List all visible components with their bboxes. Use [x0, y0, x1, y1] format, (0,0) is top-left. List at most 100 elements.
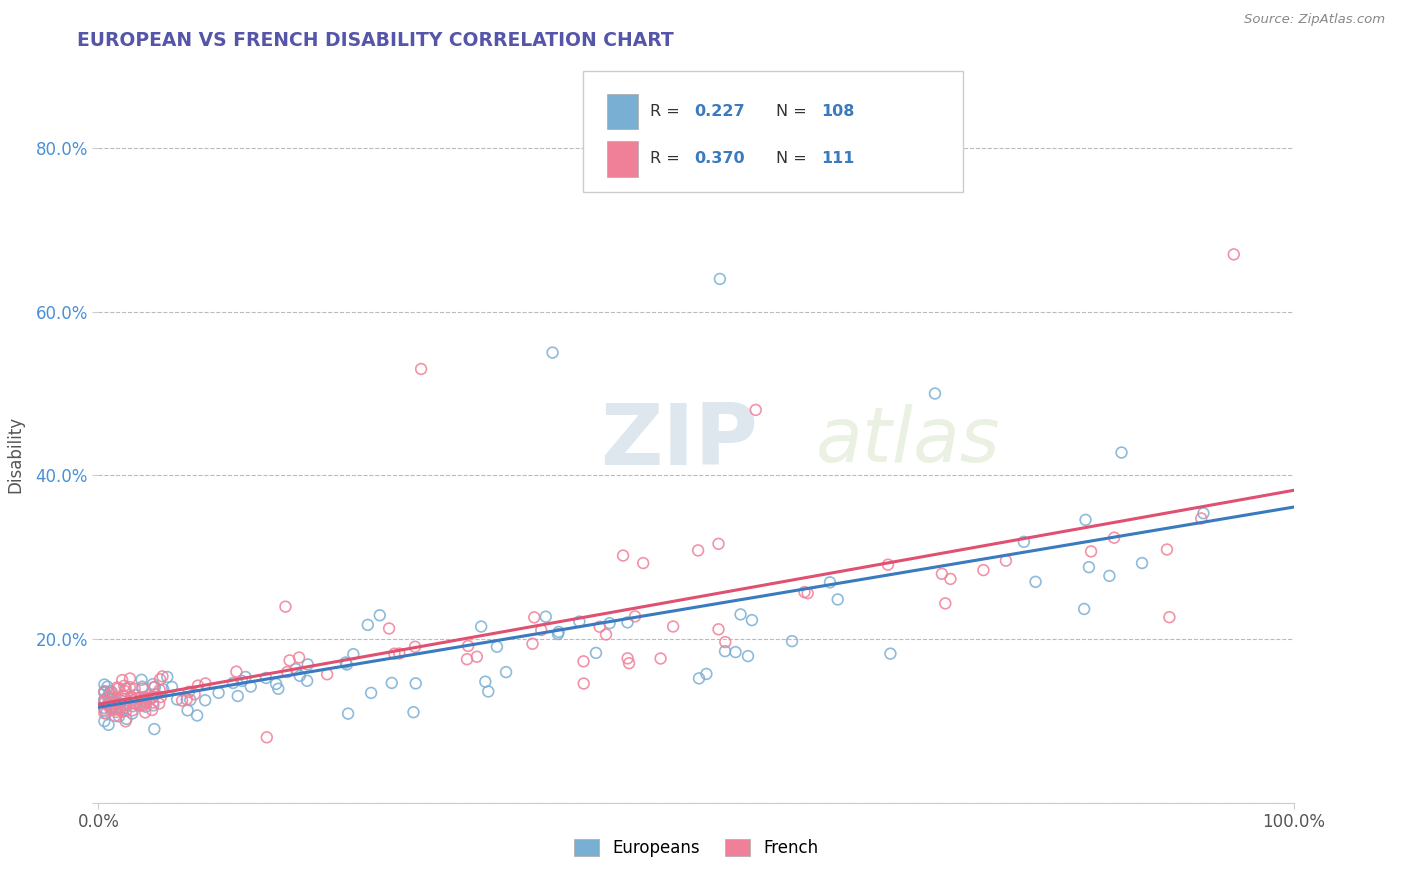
Point — [152, 682, 174, 697]
Point — [534, 609, 557, 624]
Point — [124, 696, 146, 710]
Point — [131, 680, 153, 694]
Point — [612, 549, 634, 563]
Point — [617, 657, 640, 671]
Point — [108, 696, 131, 710]
Point — [143, 722, 166, 736]
Point — [152, 669, 174, 683]
Point — [131, 681, 153, 696]
Point — [1073, 602, 1095, 616]
Point — [132, 698, 155, 713]
Point — [125, 698, 148, 712]
Point — [143, 680, 166, 694]
Point — [780, 634, 803, 648]
Point — [142, 681, 165, 695]
Point — [122, 699, 145, 714]
Point — [745, 403, 768, 417]
Point — [1098, 569, 1121, 583]
Point — [141, 690, 163, 705]
Point — [1156, 542, 1178, 557]
Point — [120, 690, 142, 704]
Point — [118, 680, 141, 694]
Point — [378, 622, 401, 636]
Point — [111, 704, 134, 718]
Point — [714, 635, 737, 649]
Point — [100, 701, 122, 715]
Point — [741, 613, 763, 627]
Point — [108, 702, 131, 716]
Point — [599, 616, 621, 631]
Point — [1012, 534, 1035, 549]
Point — [114, 700, 136, 714]
Point — [254, 671, 277, 685]
Point — [457, 639, 479, 653]
Point — [1077, 560, 1099, 574]
Point — [931, 566, 953, 581]
Point — [110, 693, 132, 707]
Text: 111: 111 — [821, 152, 855, 166]
Point — [135, 690, 157, 705]
Point — [939, 572, 962, 586]
Text: Source: ZipAtlas.com: Source: ZipAtlas.com — [1244, 13, 1385, 27]
Point — [104, 692, 127, 706]
Point — [100, 691, 122, 706]
Point — [172, 693, 194, 707]
Point — [585, 646, 607, 660]
Point — [572, 676, 595, 690]
Text: R =: R = — [650, 152, 685, 166]
Point — [142, 677, 165, 691]
Point — [589, 620, 612, 634]
Point — [384, 647, 406, 661]
Point — [142, 698, 165, 713]
Point — [100, 684, 122, 698]
Point — [225, 665, 247, 679]
Point — [1102, 531, 1125, 545]
Point — [530, 623, 553, 637]
Point — [101, 699, 124, 714]
Point — [631, 556, 654, 570]
Point — [972, 563, 994, 577]
Point — [114, 714, 136, 729]
Point — [879, 647, 901, 661]
Point — [335, 656, 357, 670]
Point — [1130, 556, 1153, 570]
Point — [107, 697, 129, 711]
Point — [568, 615, 591, 629]
Point — [111, 673, 134, 687]
Point — [827, 592, 849, 607]
Point — [316, 667, 339, 681]
Point — [176, 703, 198, 717]
Point — [470, 619, 492, 633]
Point — [149, 690, 172, 704]
Text: 108: 108 — [821, 104, 855, 119]
Point — [98, 686, 121, 700]
Point — [121, 690, 143, 705]
Point — [97, 692, 120, 706]
Text: EUROPEAN VS FRENCH DISABILITY CORRELATION CHART: EUROPEAN VS FRENCH DISABILITY CORRELATIO… — [77, 31, 673, 50]
Point — [411, 362, 433, 376]
Point — [624, 609, 647, 624]
Point — [105, 681, 128, 695]
Point — [160, 680, 183, 694]
Point — [96, 680, 118, 694]
Point — [93, 685, 115, 699]
Point — [176, 692, 198, 706]
Point — [135, 699, 157, 714]
Point — [108, 698, 131, 712]
Point — [93, 695, 115, 709]
Point — [1223, 247, 1246, 261]
Point — [103, 697, 125, 711]
Point — [124, 688, 146, 702]
Point — [388, 647, 411, 661]
Point — [1074, 513, 1097, 527]
Point — [122, 693, 145, 707]
Point — [149, 673, 172, 687]
Point — [688, 543, 710, 558]
Point — [114, 684, 136, 698]
Point — [115, 704, 138, 718]
Point — [1025, 574, 1047, 589]
Point — [141, 690, 163, 705]
Point — [1080, 544, 1102, 558]
Point — [124, 681, 146, 696]
Point — [121, 706, 143, 721]
